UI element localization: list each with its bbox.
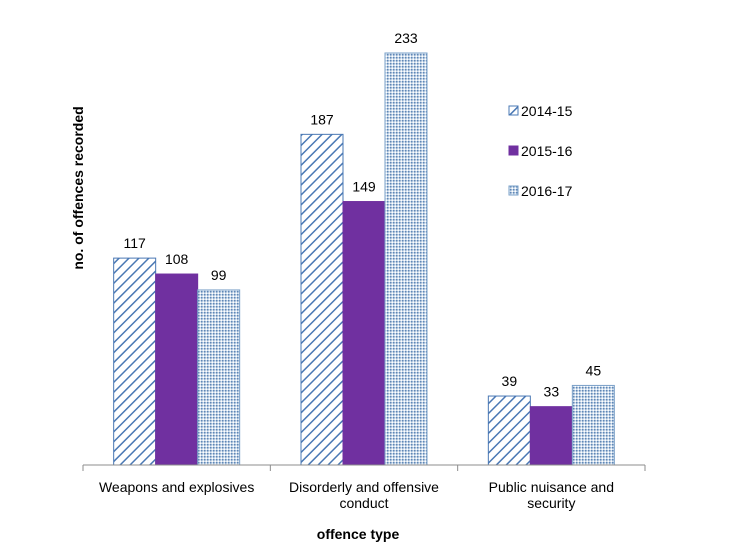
bar-2014-15-cat-2 bbox=[487, 395, 531, 466]
bar-2016-17-cat-2 bbox=[571, 384, 615, 466]
value-label-2015-16-cat-2: 33 bbox=[544, 384, 560, 400]
category-label-0: Weapons and explosives bbox=[99, 479, 254, 495]
legend-swatch-2015-16 bbox=[508, 145, 519, 156]
bar-2015-16-cat-0 bbox=[155, 273, 199, 466]
bar-2016-17-cat-0 bbox=[197, 289, 241, 466]
value-label-2014-15-cat-2: 39 bbox=[502, 373, 518, 389]
y-axis-title: no. of offences recorded bbox=[70, 106, 86, 269]
bar-2014-15-cat-1 bbox=[300, 133, 344, 466]
bar-2016-17-cat-1 bbox=[384, 52, 428, 466]
value-label-2016-17-cat-2: 45 bbox=[586, 362, 602, 378]
legend: 2014-15 2015-16 2016-17 bbox=[508, 103, 573, 199]
value-labels-group: 117 108 99 187 149 233 39 33 45 bbox=[124, 30, 602, 400]
x-axis bbox=[82, 464, 646, 471]
bar-2015-16-cat-1 bbox=[342, 201, 386, 466]
legend-label-2016-17: 2016-17 bbox=[521, 183, 573, 199]
legend-swatch-2016-17 bbox=[508, 185, 519, 196]
value-label-2015-16-cat-0: 108 bbox=[165, 251, 189, 267]
category-labels-group: Weapons and explosives Disorderly and off… bbox=[99, 479, 614, 511]
bar-2014-15-cat-0 bbox=[113, 257, 157, 466]
bars-group bbox=[113, 52, 615, 466]
value-label-2016-17-cat-0: 99 bbox=[211, 267, 227, 283]
bar-2015-16-cat-2 bbox=[529, 406, 573, 466]
value-label-2016-17-cat-1: 233 bbox=[394, 30, 418, 46]
legend-label-2015-16: 2015-16 bbox=[521, 143, 573, 159]
value-label-2014-15-cat-1: 187 bbox=[310, 111, 334, 127]
category-label-1: Disorderly and offensive conduct bbox=[289, 479, 439, 511]
value-label-2014-15-cat-0: 117 bbox=[124, 235, 147, 251]
legend-label-2014-15: 2014-15 bbox=[521, 103, 573, 119]
legend-swatch-2014-15 bbox=[508, 105, 519, 116]
value-label-2015-16-cat-1: 149 bbox=[352, 179, 376, 195]
x-axis-title: offence type bbox=[317, 526, 400, 542]
category-label-2: Public nuisance and security bbox=[489, 479, 614, 511]
